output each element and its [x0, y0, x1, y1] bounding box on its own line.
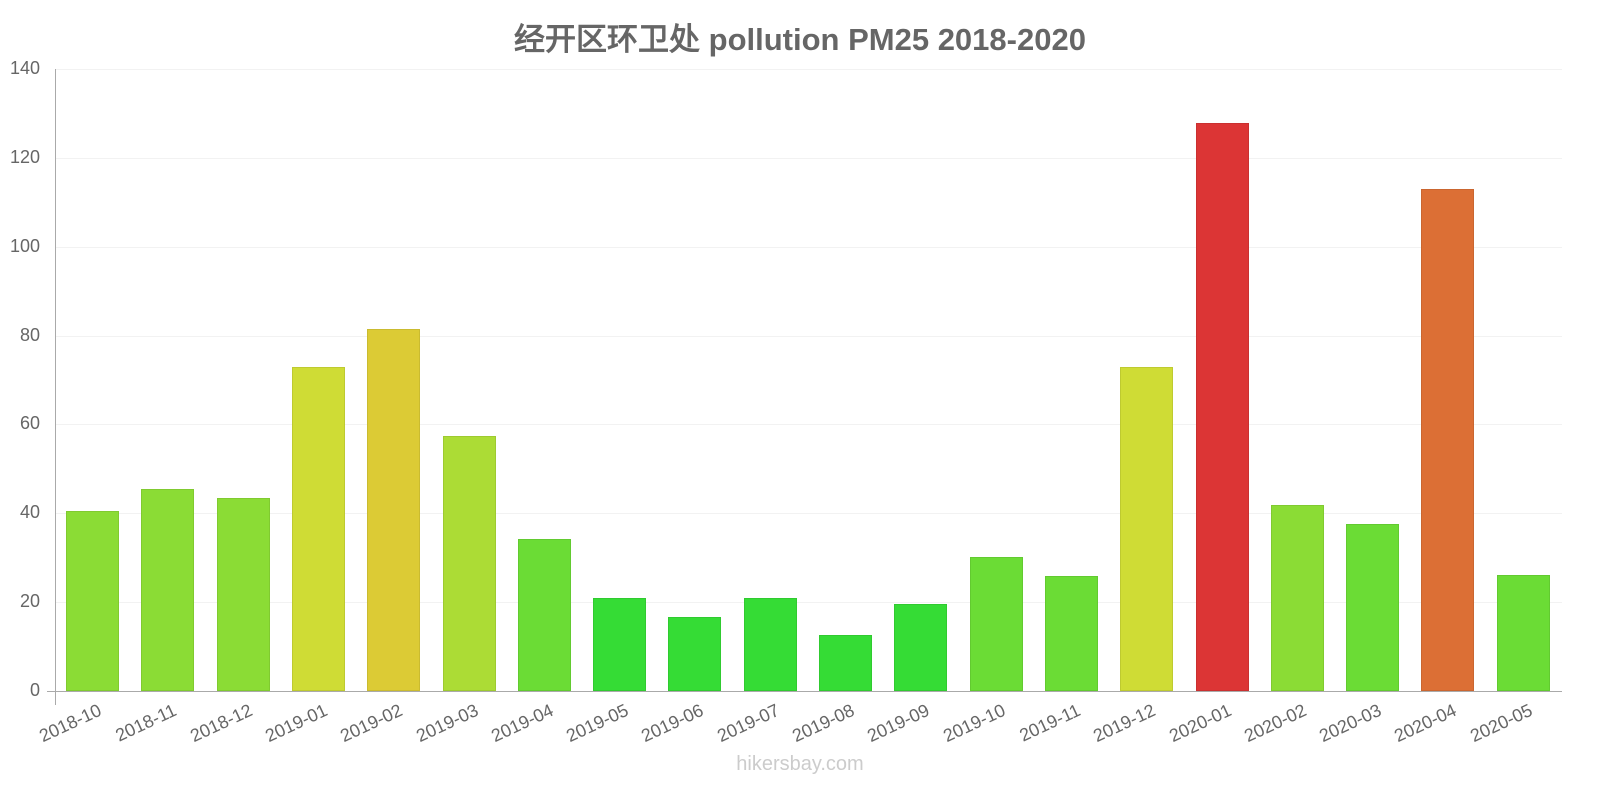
bar-2019-07[interactable]	[743, 598, 797, 691]
x-tick-label: 2018-12	[186, 700, 256, 747]
x-tick-label: 2019-02	[337, 700, 406, 747]
bar-2019-11[interactable]	[1044, 575, 1098, 691]
y-tick-label: 60	[19, 413, 40, 434]
bar-2018-11[interactable]	[141, 488, 195, 691]
bar-2020-02[interactable]	[1270, 504, 1324, 691]
x-tick-label: 2019-04	[487, 700, 557, 747]
bar-2019-03[interactable]	[442, 435, 496, 691]
x-tick-label: 2019-12	[1090, 700, 1159, 747]
gridline	[56, 246, 1562, 248]
gridline	[56, 157, 1562, 159]
x-tick-label: 2019-10	[939, 700, 1009, 747]
x-tick-label: 2019-01	[262, 700, 331, 747]
bar-2019-04[interactable]	[517, 539, 571, 691]
x-axis-line	[47, 691, 1562, 692]
y-tick-label: 40	[19, 502, 40, 523]
x-tick-label: 2019-07	[713, 700, 783, 747]
x-tick-label: 2020-05	[1466, 700, 1536, 747]
bar-2020-04[interactable]	[1421, 188, 1475, 691]
gridline	[56, 424, 1562, 426]
bar-2019-05[interactable]	[593, 598, 647, 691]
y-tick-label: 120	[9, 146, 40, 167]
y-tick-label: 100	[9, 235, 40, 256]
y-tick-label: 140	[9, 58, 40, 78]
bar-2020-01[interactable]	[1195, 123, 1249, 691]
x-tick-label: 2019-09	[864, 700, 933, 747]
y-tick-label: 20	[19, 591, 40, 612]
bar-2018-10[interactable]	[66, 511, 119, 691]
y-tick-label: 0	[29, 680, 40, 700]
bar-2019-10[interactable]	[969, 556, 1023, 691]
x-tick-label: 2020-02	[1240, 700, 1310, 747]
x-tick-label: 2019-03	[412, 700, 481, 747]
y-tick-label: 80	[19, 324, 40, 345]
x-tick-label: 2020-01	[1165, 700, 1234, 747]
bar-2018-12[interactable]	[216, 498, 270, 691]
bar-2019-01[interactable]	[291, 367, 345, 691]
bar-2020-05[interactable]	[1496, 575, 1550, 691]
credit-text: hikersbay.com	[736, 753, 864, 775]
gridline	[56, 69, 1562, 70]
bar-2019-09[interactable]	[894, 603, 948, 691]
bar-2019-06[interactable]	[668, 616, 722, 691]
bar-2020-03[interactable]	[1346, 523, 1400, 691]
bar-2019-02[interactable]	[367, 328, 421, 691]
x-tick-label: 2018-10	[36, 700, 105, 747]
x-tick-label: 2019-11	[1016, 700, 1084, 746]
x-tick-label: 2019-05	[563, 700, 632, 747]
x-tick-label: 2018-11	[112, 700, 180, 746]
gridline	[56, 513, 1562, 515]
bar-2019-08[interactable]	[819, 635, 872, 691]
y-axis-line	[55, 69, 56, 705]
x-tick-label: 2020-04	[1391, 700, 1460, 747]
bar-2019-12[interactable]	[1120, 367, 1174, 691]
x-tick-label: 2019-08	[789, 700, 858, 747]
x-tick-label: 2020-03	[1316, 700, 1385, 747]
gridline	[56, 335, 1562, 337]
x-tick-label: 2019-06	[638, 700, 707, 747]
gridline	[56, 602, 1562, 604]
plot-area	[56, 69, 1562, 691]
chart-title: 经开区环卫处 pollution PM25 2018-2020	[514, 22, 1086, 57]
